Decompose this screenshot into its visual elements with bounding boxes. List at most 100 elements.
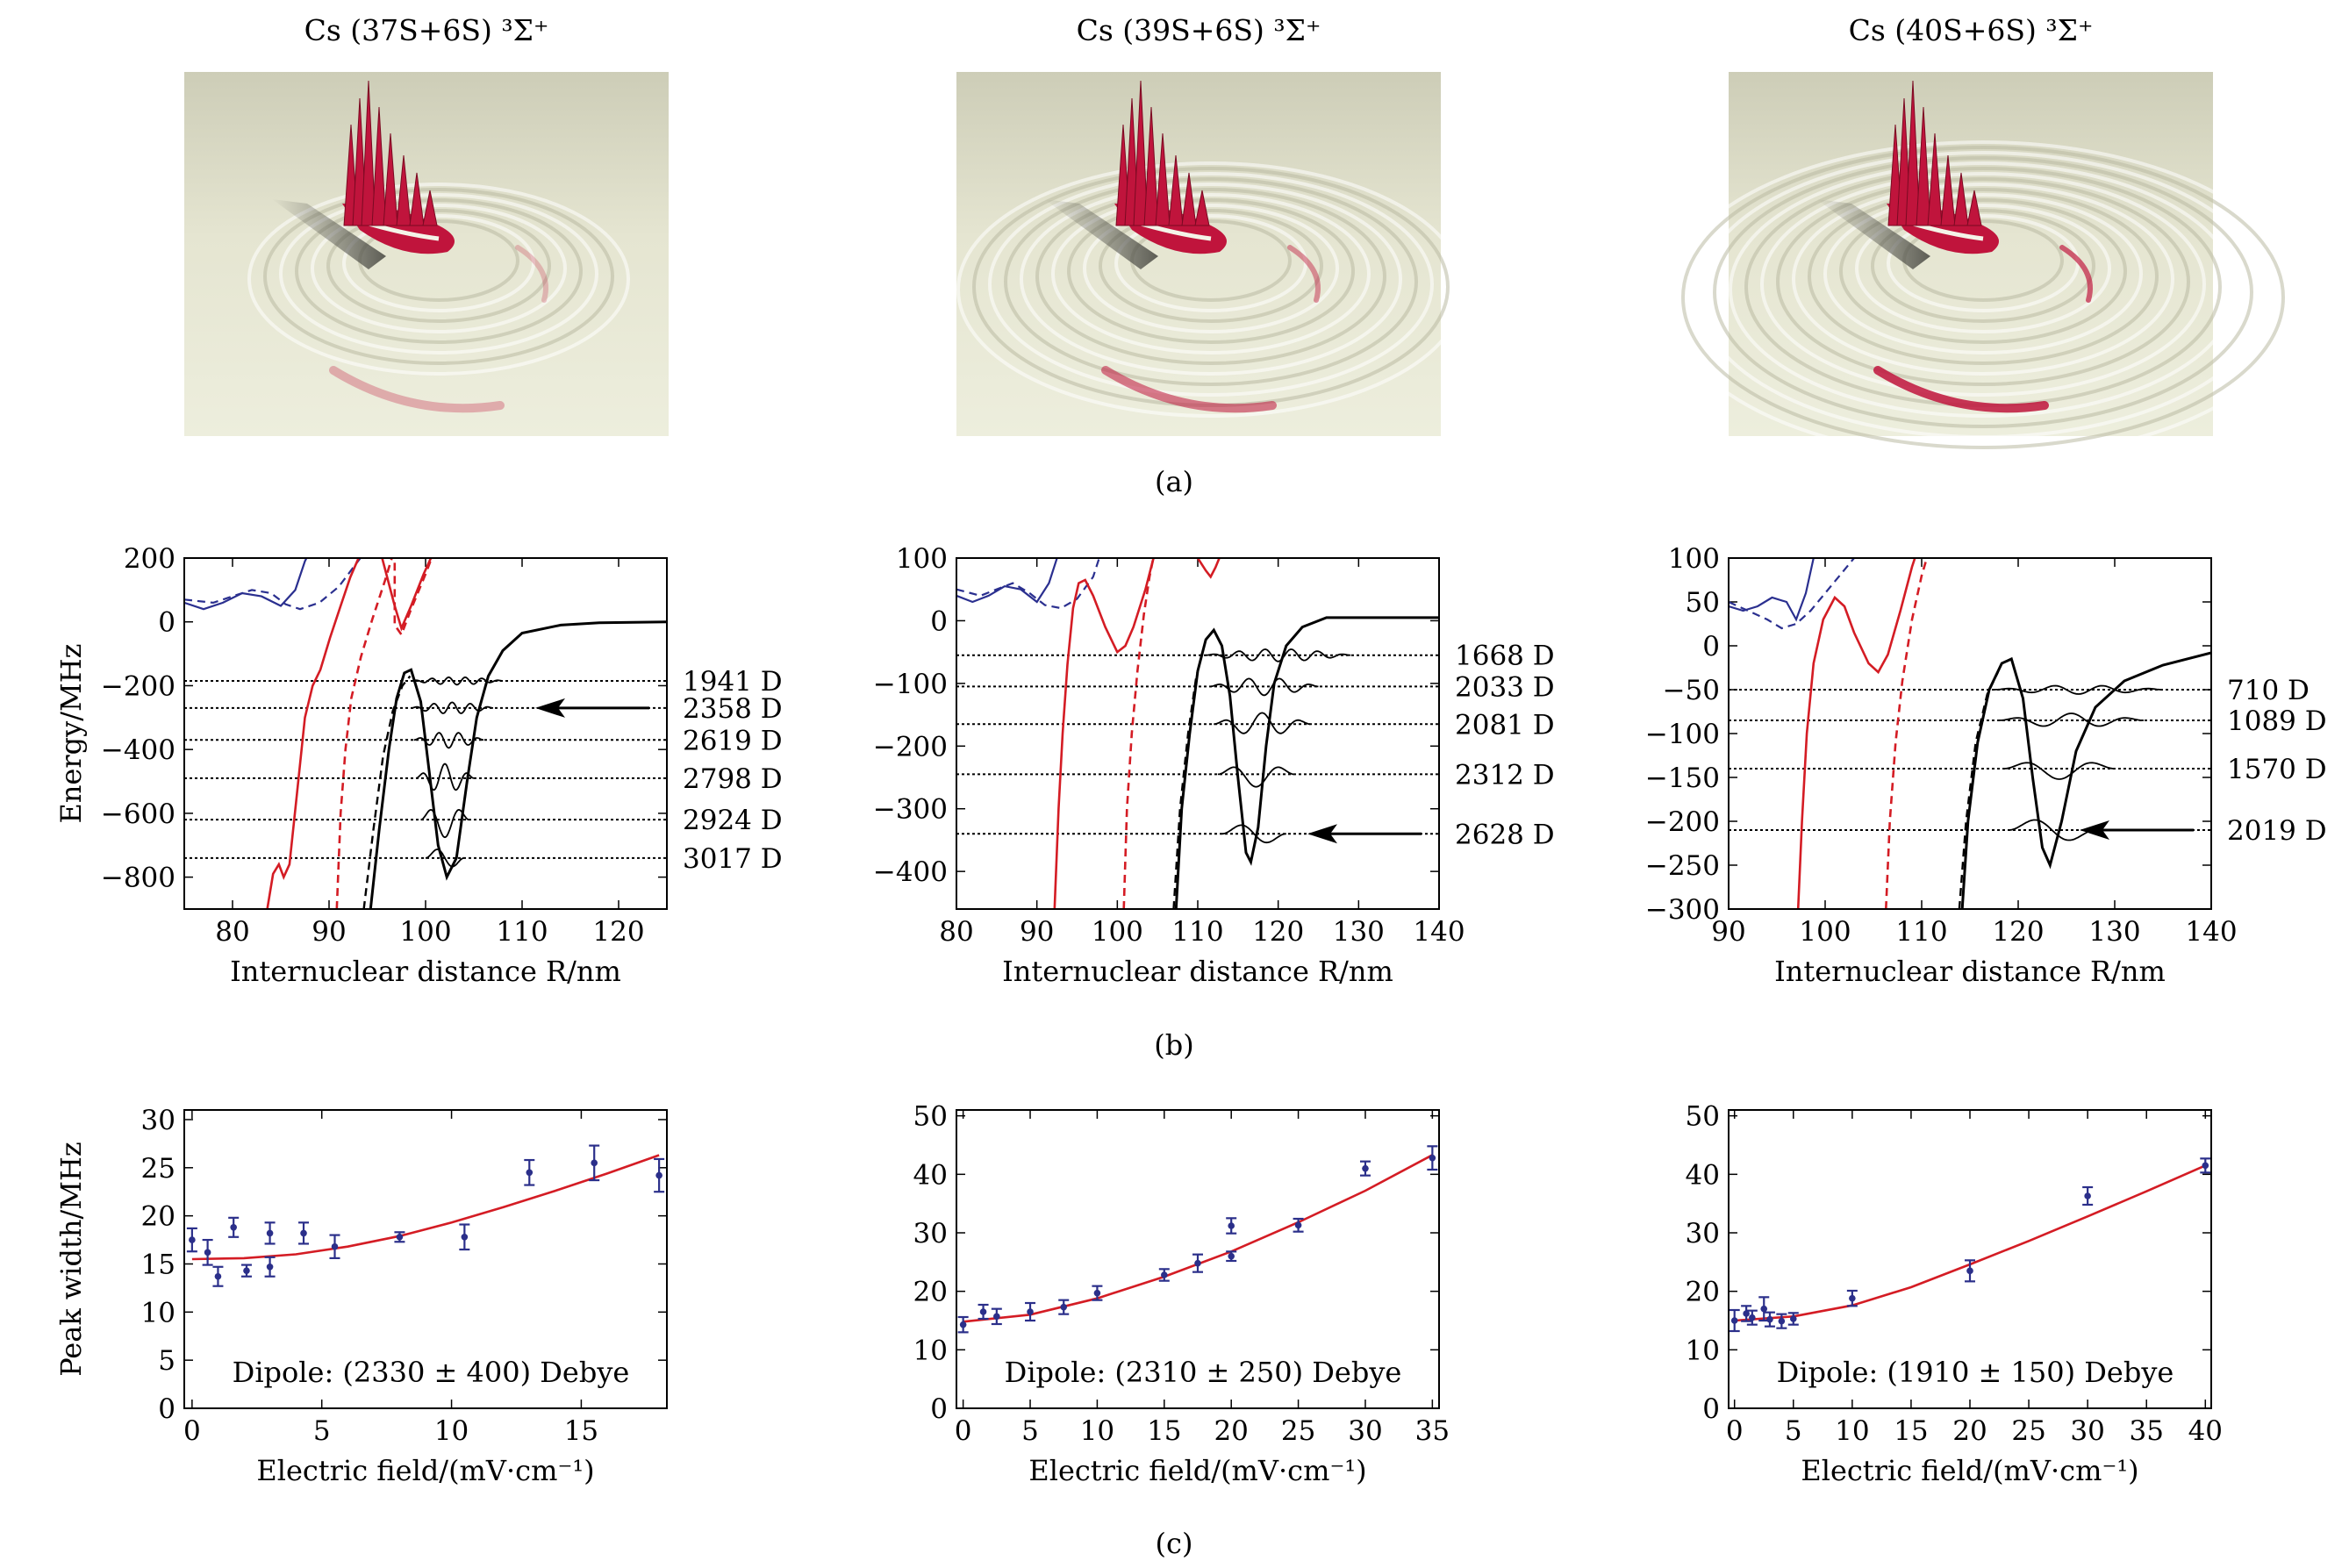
interference-ring (1067, 198, 1355, 344)
x-tick-label: 140 (1413, 916, 1465, 948)
marker (1849, 1294, 1856, 1302)
axes: 80 90 100 110 120 130 140 100 0 −100 −200 −300 −400 I… (873, 543, 1465, 988)
x-tick-label: 5 (1785, 1415, 1802, 1447)
shadow (272, 199, 386, 269)
x-tick-label: 15 (1147, 1415, 1181, 1447)
y-tick-label: −400 (873, 856, 948, 888)
data-point (264, 1256, 276, 1278)
interference-ring (247, 183, 630, 376)
render-background (1729, 72, 2213, 436)
data-point (1092, 1285, 1103, 1301)
peak-width-chart-3: 0 5 10 15 20 25 30 35 40 0 10 20 30 40 50 Electric fiel… (1686, 1101, 2223, 1487)
x-axis-label: Electric field/(mV·cm⁻¹) (1028, 1454, 1366, 1487)
y-tick-label: −50 (1663, 675, 1720, 706)
interference-ring (311, 204, 567, 333)
outer-ring-density (1287, 245, 1321, 303)
outer-ring-density (1101, 366, 1277, 413)
vibrational-wavefunction (1206, 648, 1351, 662)
plot-area (184, 558, 667, 909)
red-potential-solid (266, 558, 433, 909)
marker (979, 1308, 987, 1315)
density-crest (342, 80, 455, 254)
y-tick-label: 15 (141, 1249, 175, 1280)
data-point (186, 1227, 197, 1253)
x-tick-label: 90 (312, 916, 346, 948)
data-point (459, 1223, 470, 1251)
marker (1294, 1221, 1302, 1229)
interference-ring (1083, 204, 1339, 333)
data-point (1427, 1145, 1438, 1171)
x-tick-label: 40 (2188, 1415, 2223, 1447)
marker (2202, 1162, 2209, 1170)
outer-ring-density (515, 245, 548, 303)
vibrational-wavefunction (426, 848, 465, 868)
fit-curve (191, 1154, 660, 1261)
x-tick-label: 90 (1711, 916, 1745, 948)
red-potential-dashed (335, 558, 433, 909)
row-b-label: (b) (1154, 1028, 1193, 1062)
data-point (1293, 1217, 1304, 1233)
marker (959, 1321, 967, 1328)
x-tick-label: 20 (1952, 1415, 1987, 1447)
x-tick-label: 130 (1333, 916, 1385, 948)
level-label: 710 D (2227, 675, 2310, 706)
data-point (978, 1303, 989, 1321)
y-tick-label: 0 (1702, 631, 1720, 662)
plot-frame (956, 557, 1440, 910)
y-tick-label: −300 (873, 794, 948, 826)
vibrational-wavefunction (2009, 819, 2095, 841)
y-tick-label: 40 (913, 1159, 948, 1191)
data-point (2082, 1185, 2094, 1206)
data-point (264, 1221, 276, 1245)
data-point (240, 1264, 252, 1278)
x-tick-label: 100 (1092, 916, 1143, 948)
level-label: 2019 D (2227, 815, 2327, 847)
marker (526, 1169, 534, 1177)
level-label: 2619 D (683, 725, 783, 756)
x-tick-label: 90 (1020, 916, 1054, 948)
interference-ring (326, 209, 551, 323)
density-panel-2: Cs (39S+6S) ³Σ⁺ (956, 13, 1465, 436)
x-tick-label: 20 (1214, 1415, 1248, 1447)
data-point (1965, 1259, 1975, 1283)
y-tick-label: −250 (1645, 850, 1720, 882)
interference-ring (263, 188, 614, 365)
crest-peak (1916, 106, 1931, 226)
data-point (1776, 1313, 1787, 1329)
y-tick-label: 10 (913, 1335, 948, 1366)
level-label: 1089 D (2227, 705, 2327, 737)
data-point (1746, 1309, 1758, 1326)
interference-ring (1760, 172, 2206, 397)
marker (266, 1229, 274, 1237)
blue-potential-solid (956, 558, 1058, 604)
marker (266, 1263, 274, 1271)
x-tick-label: 35 (1415, 1415, 1450, 1447)
data-point (1758, 1296, 1770, 1322)
plot-area (1729, 558, 2211, 909)
crest-peak (1168, 154, 1184, 226)
y-tick-label: 30 (1686, 1218, 1720, 1249)
crest-peak (409, 172, 425, 226)
ring-pattern (247, 183, 630, 413)
interference-ring (1792, 183, 2174, 376)
black-potential-dashed (362, 675, 412, 909)
x-tick-label: 10 (1080, 1415, 1114, 1447)
data-point (202, 1238, 213, 1266)
x-tick-label: 80 (215, 916, 249, 948)
marker (1743, 1310, 1750, 1317)
crest-peak (396, 154, 412, 226)
marker (1760, 1305, 1768, 1313)
outer-ring-density (1873, 366, 2049, 413)
x-tick-label: 120 (1992, 916, 2044, 948)
interference-ring (988, 172, 1434, 397)
marker (1966, 1267, 1973, 1275)
x-tick-label: 140 (2185, 916, 2237, 948)
x-axis-label: Electric field/(mV·cm⁻¹) (1801, 1454, 2138, 1487)
y-tick-label: 100 (1668, 543, 1720, 575)
row-a-label: (a) (1155, 465, 1193, 498)
marker (993, 1313, 1000, 1321)
panel-title: Cs (39S+6S) ³Σ⁺ (1077, 13, 1321, 47)
crest-peak (1905, 80, 1921, 226)
marker (461, 1233, 469, 1241)
marker (2084, 1192, 2091, 1199)
